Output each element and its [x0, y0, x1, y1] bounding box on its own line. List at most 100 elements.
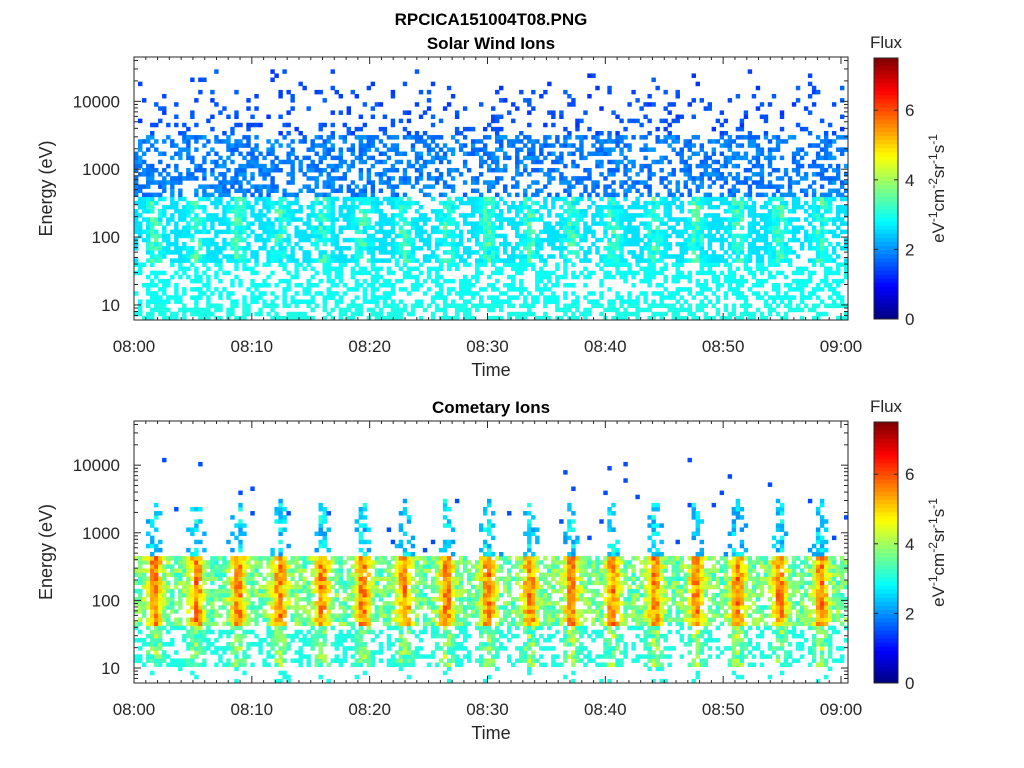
spectrogram-cell [398, 287, 404, 292]
spectrogram-cell [178, 250, 183, 255]
spectrogram-cell [478, 217, 484, 222]
spectrogram-cell [715, 283, 721, 288]
spectrogram-cell [238, 246, 243, 251]
spectrogram-cell [150, 246, 155, 251]
spectrogram-cell [727, 225, 733, 230]
spectrogram-cell [250, 184, 255, 189]
colorbar-step [874, 98, 898, 104]
spectrogram-cell [735, 155, 741, 161]
spectrogram-cell [210, 159, 215, 165]
spectrogram-cell [242, 192, 247, 198]
spectrogram-cell [478, 262, 484, 267]
spectrogram-cell [491, 241, 496, 247]
spectrogram-cell [154, 200, 159, 206]
spectrogram-cell [378, 225, 384, 230]
spectrogram-cell [182, 213, 187, 218]
spectrogram-cell [775, 147, 781, 152]
spectrogram-cell [611, 147, 616, 152]
spectrogram-cell [422, 163, 428, 169]
y-axis-label: Energy (eV) [36, 140, 56, 236]
spectrogram-cell [378, 246, 384, 251]
spectrogram-cell [258, 172, 263, 177]
spectrogram-cell [563, 237, 568, 243]
spectrogram-cell [290, 274, 295, 280]
colorbar-step [874, 249, 898, 255]
spectrogram-cell [563, 270, 568, 276]
spectrogram-cell [286, 237, 291, 243]
spectrogram-cell [763, 192, 769, 198]
spectrogram-cell [779, 155, 785, 161]
spectrogram-cell [194, 200, 199, 206]
spectrogram-cell [659, 155, 664, 161]
spectrogram-cell [683, 250, 688, 255]
spectrogram-cell [819, 299, 825, 304]
spectrogram-cell [198, 204, 203, 210]
spectrogram-cell [286, 192, 291, 198]
spectrogram-cell [438, 217, 444, 222]
spectrogram-cell [551, 237, 556, 243]
spectrogram-cell [491, 250, 496, 255]
spectrogram-cell [454, 167, 460, 173]
spectrogram-cell [330, 241, 335, 247]
spectrogram-cell [535, 180, 540, 185]
spectrogram-cell [174, 299, 179, 304]
spectrogram-cell [190, 155, 195, 161]
spectrogram-cell [539, 167, 544, 173]
spectrogram-cell [286, 241, 291, 247]
spectrogram-cell [523, 262, 528, 267]
spectrogram-cell [358, 176, 364, 181]
spectrogram-cell [715, 262, 721, 267]
spectrogram-cell [286, 278, 291, 284]
spectrogram-cell [486, 274, 492, 280]
spectrogram-cell [406, 159, 412, 165]
spectrogram-cell [643, 270, 648, 276]
spectrogram-cell [811, 192, 817, 198]
spectrogram-cell [707, 266, 713, 272]
spectrogram-cell [811, 102, 817, 107]
spectrogram-cell [134, 200, 139, 206]
spectrogram-cell [418, 270, 424, 276]
spectrogram-cell [763, 246, 769, 251]
spectrogram-cell [771, 299, 777, 304]
spectrogram-cell [394, 233, 400, 239]
spectrogram-cell [302, 266, 307, 272]
spectrogram-cell [827, 180, 833, 185]
spectrogram-cell [302, 287, 307, 292]
spectrogram-cell [759, 217, 765, 222]
spectrogram-cell [727, 287, 733, 292]
spectrogram-cell [230, 307, 235, 313]
spectrogram-cell [575, 118, 580, 124]
spectrogram-cell [214, 200, 219, 206]
spectrogram-cell [354, 246, 360, 251]
spectrogram-cell [755, 283, 761, 288]
spectrogram-cell [535, 139, 540, 144]
spectrogram-cell [234, 262, 239, 267]
spectrogram-cell [843, 303, 849, 309]
spectrogram-cell [310, 241, 315, 247]
spectrogram-cell [250, 147, 255, 152]
spectrogram-cell [591, 241, 596, 247]
spectrogram-cell [334, 254, 339, 259]
spectrogram-cell [218, 163, 223, 169]
spectrogram-cell [290, 172, 295, 177]
spectrogram-cell [743, 114, 749, 120]
spectrogram-cell [543, 221, 548, 226]
spectrogram-cell [819, 246, 825, 251]
spectrogram-cell [575, 163, 580, 169]
spectrogram-cell [699, 270, 704, 276]
spectrogram-cell [150, 204, 155, 210]
spectrogram-cell [579, 143, 584, 148]
spectrogram-cell [146, 217, 151, 222]
spectrogram-cell [531, 159, 536, 165]
spectrogram-cell [326, 254, 331, 259]
spectrogram-cell [603, 229, 608, 235]
spectrogram-cell [571, 204, 576, 210]
spectrogram-cell [214, 184, 219, 189]
spectrogram-cell [330, 110, 335, 115]
spectrogram-cell [711, 250, 717, 255]
spectrogram-cell [783, 291, 789, 296]
spectrogram-cell [294, 217, 299, 222]
spectrogram-cell [771, 262, 777, 267]
spectrogram-cell [262, 241, 267, 247]
spectrogram-cell [314, 176, 319, 181]
